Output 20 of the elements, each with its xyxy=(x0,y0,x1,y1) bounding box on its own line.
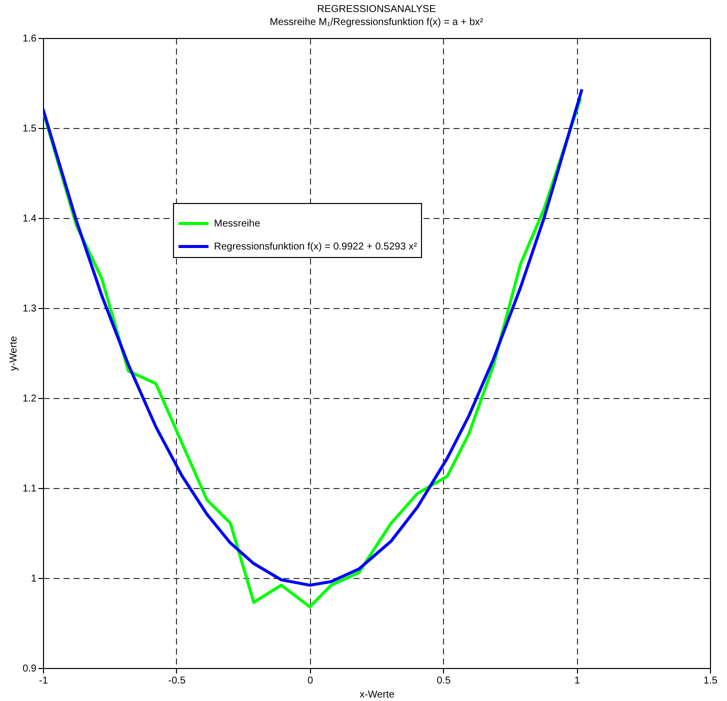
chart-subtitle: Messreihe M₁/Regressionsfunktion f(x) = a + bx² xyxy=(270,17,484,28)
x-tick-label: -1 xyxy=(39,676,48,686)
x-tick-label: 1 xyxy=(574,676,580,686)
legend-label: Messreihe xyxy=(214,218,261,230)
y-tick-label: 1.2 xyxy=(22,394,37,404)
y-tick-label: 1.5 xyxy=(22,124,37,134)
y-tick-label: 0.9 xyxy=(22,664,37,674)
legend-label: Regressionsfunktion f(x) = 0.9922 + 0.5293 x² xyxy=(214,242,418,252)
y-tick-label: 1.3 xyxy=(22,304,37,314)
y-tick-label: 1.1 xyxy=(22,484,37,494)
y-tick-label: 1.6 xyxy=(22,34,37,44)
x-tick-label: -0.5 xyxy=(168,676,186,686)
y-tick-label: 1.4 xyxy=(22,214,37,224)
x-tick-label: 0.5 xyxy=(436,676,452,686)
y-axis-title: y-Werte xyxy=(8,336,20,371)
x-tick-label: 0 xyxy=(308,676,314,686)
x-axis-title: x-Werte xyxy=(360,690,395,700)
x-tick-label: 1.5 xyxy=(704,676,718,686)
chart-title: REGRESSIONSANALYSE xyxy=(317,4,436,15)
y-tick-label: 1 xyxy=(30,574,37,584)
